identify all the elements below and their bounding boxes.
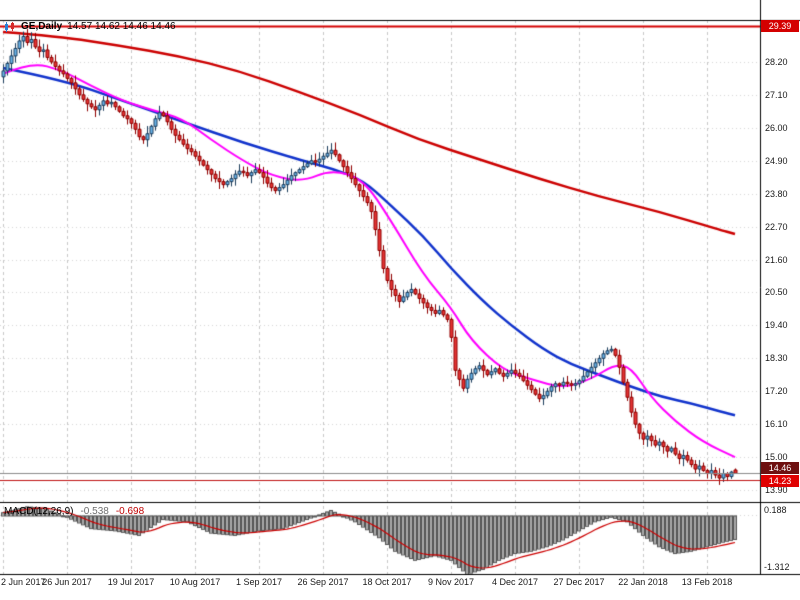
ohlc-values: 14.57 14.62 14.46 14.46	[67, 21, 176, 32]
macd-axis-max-label: 0.188	[764, 505, 787, 515]
bid-price-badge: 14.46	[761, 462, 799, 475]
macd-signal-value: -0.698	[115, 506, 145, 517]
chart-header: GE,Daily 14.57 14.62 14.46 14.46	[4, 21, 176, 32]
macd-label: MACD(12,26,9) -0.538 -0.698	[4, 506, 144, 517]
candlestick-icon	[5, 21, 14, 32]
macd-indicator-name: MACD(12,26,9)	[4, 506, 74, 517]
macd-main-value: -0.538	[80, 506, 109, 517]
support-price-badge: 14.23	[761, 475, 799, 488]
symbol-timeframe-label: GE,Daily	[21, 21, 63, 32]
resistance-price-badge: 29.39	[761, 20, 799, 33]
macd-axis-min-label: -1.312	[764, 562, 790, 572]
